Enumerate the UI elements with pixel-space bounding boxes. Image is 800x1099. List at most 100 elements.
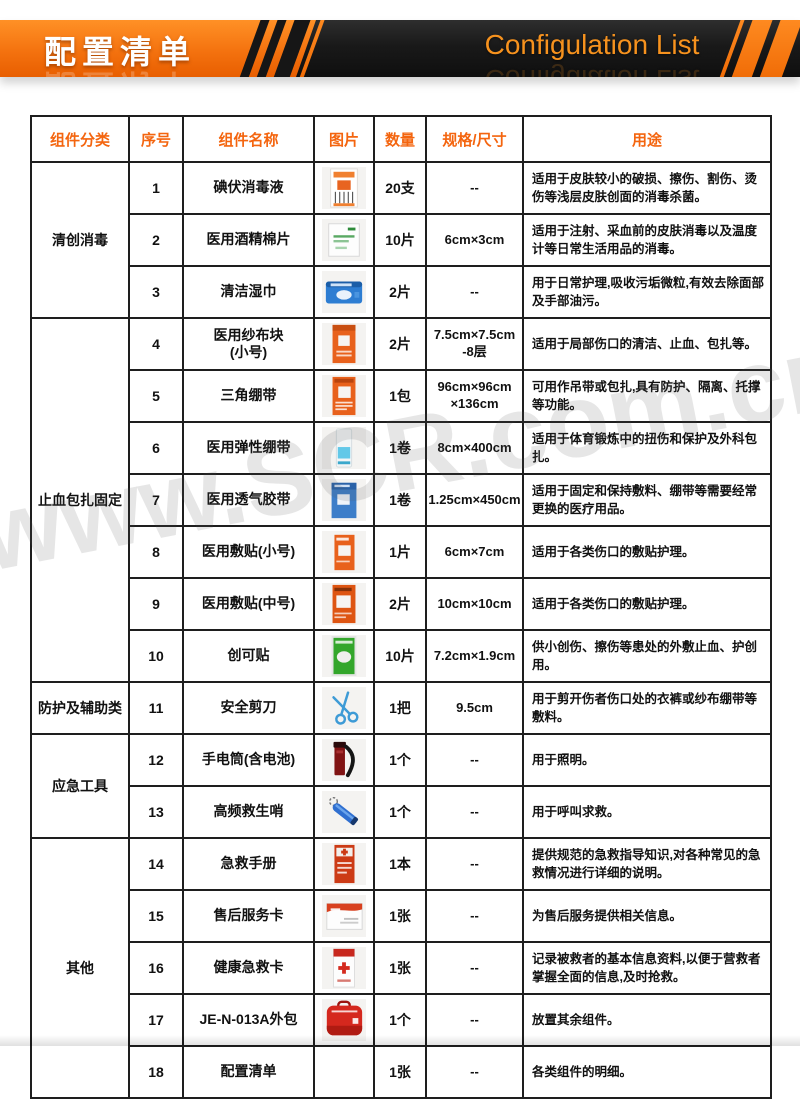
name-cell: 医用纱布块 (小号) xyxy=(182,317,315,371)
category-cell: 清创消毒 xyxy=(30,161,130,319)
purpose-cell: 适用于固定和保持敷料、绷带等需要经常更换的医疗用品。 xyxy=(522,473,772,527)
table-row: 13 高频救生哨 1个 -- 用于呼叫求救。 xyxy=(31,785,772,839)
table-row: 其他 14 急救手册 1本 -- 提供规范的急救指导知识,对各种常见的急救情况进行详细的说… xyxy=(30,837,772,1099)
spec-cell: 6cm×7cm xyxy=(425,525,524,579)
qty-cell: 1包 xyxy=(373,369,427,423)
image-cell xyxy=(313,525,375,579)
index-cell: 9 xyxy=(128,577,184,631)
name-cell: 售后服务卡 xyxy=(182,889,315,943)
image-cell xyxy=(313,473,375,527)
image-cell xyxy=(313,161,375,215)
image-cell xyxy=(313,1045,375,1099)
purpose-cell: 用于呼叫求救。 xyxy=(522,785,772,839)
purpose-cell: 用于剪开伤者伤口处的衣裤或纱布绷带等敷料。 xyxy=(522,681,772,735)
table-row: 3 清洁湿巾 2片 -- 用于日常护理,吸收污垢微粒,有效去除面部及手部油污。 xyxy=(31,265,772,319)
purpose-cell: 用于日常护理,吸收污垢微粒,有效去除面部及手部油污。 xyxy=(522,265,772,319)
page-title-en-reflection: Configulation List xyxy=(430,63,754,77)
qty-cell: 2片 xyxy=(373,317,427,371)
column-header-1: 序号 xyxy=(128,115,184,163)
index-cell: 1 xyxy=(128,161,184,215)
qty-cell: 10片 xyxy=(373,629,427,683)
spec-cell: -- xyxy=(425,265,524,319)
name-cell: 急救手册 xyxy=(182,837,315,891)
spec-cell: -- xyxy=(425,889,524,943)
purpose-cell: 可用作吊带或包扎,具有防护、隔离、托撑等功能。 xyxy=(522,369,772,423)
index-cell: 14 xyxy=(128,837,184,891)
table-row: 7 医用透气胶带 1卷 1.25cm×450cm 适用于固定和保持敷料、绷带等需要经常更… xyxy=(31,473,772,527)
column-header-6: 用途 xyxy=(522,115,772,163)
purpose-cell: 供小创伤、擦伤等患处的外敷止血、护创用。 xyxy=(522,629,772,683)
qty-cell: 1卷 xyxy=(373,473,427,527)
image-cell xyxy=(313,785,375,839)
qty-cell: 1卷 xyxy=(373,421,427,475)
spec-cell: 9.5cm xyxy=(425,681,524,735)
category-cell: 应急工具 xyxy=(30,733,130,839)
table-row: 应急工具 12 手电筒(含电池) 1个 -- 用于照明。 xyxy=(30,733,772,839)
category-cell: 其他 xyxy=(30,837,130,1099)
table-row: 5 三角绷带 1包 96cm×96cm ×136cm 可用作吊带或包扎,具有防护、隔离、… xyxy=(31,369,772,423)
purpose-cell: 适用于各类伤口的敷贴护理。 xyxy=(522,577,772,631)
category-cell: 防护及辅助类 xyxy=(30,681,130,735)
name-cell: JE-N-013A外包 xyxy=(182,993,315,1047)
purpose-cell: 为售后服务提供相关信息。 xyxy=(522,889,772,943)
table-row: 15 售后服务卡 1张 -- 为售后服务提供相关信息。 xyxy=(31,889,772,943)
flashlight-icon xyxy=(322,739,366,781)
name-cell: 医用透气胶带 xyxy=(182,473,315,527)
index-cell: 4 xyxy=(128,317,184,371)
table-row: 17 JE-N-013A外包 1个 -- 放置其余组件。 xyxy=(31,993,772,1047)
qty-cell: 1片 xyxy=(373,525,427,579)
index-cell: 6 xyxy=(128,421,184,475)
table-row: 8 医用敷贴(小号) 1片 6cm×7cm 适用于各类伤口的敷贴护理。 xyxy=(31,525,772,579)
purpose-cell: 适用于体育锻炼中的扭伤和保护及外科包扎。 xyxy=(522,421,772,475)
table-header: 组件分类 序号 组件名称 图片 数量 规格/尺寸 用途 xyxy=(30,115,772,163)
whistle-icon xyxy=(322,791,366,833)
purpose-cell: 适用于局部伤口的清洁、止血、包扎等。 xyxy=(522,317,772,371)
table-row: 18 配置清单 1张 -- 各类组件的明细。 xyxy=(31,1045,772,1099)
name-cell: 清洁湿巾 xyxy=(182,265,315,319)
name-cell: 医用敷贴(中号) xyxy=(182,577,315,631)
image-cell xyxy=(313,577,375,631)
purpose-cell: 提供规范的急救指导知识,对各种常见的急救情况进行详细的说明。 xyxy=(522,837,772,891)
image-cell xyxy=(313,733,375,787)
index-cell: 13 xyxy=(128,785,184,839)
image-cell xyxy=(313,837,375,891)
spec-cell: -- xyxy=(425,785,524,839)
qty-cell: 1张 xyxy=(373,941,427,995)
empty-image-cell xyxy=(322,1051,366,1093)
index-cell: 3 xyxy=(128,265,184,319)
spec-cell: -- xyxy=(425,733,524,787)
wet-wipes-icon xyxy=(322,271,366,313)
service-card-icon xyxy=(322,895,366,937)
qty-cell: 2片 xyxy=(373,265,427,319)
qty-cell: 1张 xyxy=(373,889,427,943)
purpose-cell: 用于照明。 xyxy=(522,733,772,787)
configuration-table-wrap: 组件分类 序号 组件名称 图片 数量 规格/尺寸 用途 清创消毒 1 碘伏消毒液 20支 -- 适用于… xyxy=(30,115,772,1099)
spec-cell: 1.25cm×450cm xyxy=(425,473,524,527)
page-title-en: Configulation List xyxy=(484,29,700,60)
first-aid-manual-icon xyxy=(322,843,366,885)
index-cell: 10 xyxy=(128,629,184,683)
spec-cell: 96cm×96cm ×136cm xyxy=(425,369,524,423)
purpose-cell: 适用于各类伤口的敷贴护理。 xyxy=(522,525,772,579)
qty-cell: 10片 xyxy=(373,213,427,267)
spec-cell: -- xyxy=(425,837,524,891)
spec-cell: 7.5cm×7.5cm -8层 xyxy=(425,317,524,371)
name-cell: 高频救生哨 xyxy=(182,785,315,839)
spec-cell: 7.2cm×1.9cm xyxy=(425,629,524,683)
image-cell xyxy=(313,213,375,267)
index-cell: 7 xyxy=(128,473,184,527)
image-cell xyxy=(313,681,375,735)
name-cell: 创可贴 xyxy=(182,629,315,683)
name-cell: 手电筒(含电池) xyxy=(182,733,315,787)
name-cell: 安全剪刀 xyxy=(182,681,315,735)
image-cell xyxy=(313,889,375,943)
elastic-bandage-icon xyxy=(322,427,366,469)
image-cell xyxy=(313,421,375,475)
purpose-cell: 适用于皮肤较小的破损、擦伤、割伤、烫伤等浅层皮肤创面的消毒杀菌。 xyxy=(522,161,772,215)
table-row: 10 创可贴 10片 7.2cm×1.9cm 供小创伤、擦伤等患处的外敷止血、护创用。 xyxy=(31,629,772,683)
image-cell xyxy=(313,317,375,371)
triangular-bandage-icon xyxy=(322,375,366,417)
name-cell: 医用酒精棉片 xyxy=(182,213,315,267)
qty-cell: 20支 xyxy=(373,161,427,215)
table-row: 2 医用酒精棉片 10片 6cm×3cm 适用于注射、采血前的皮肤消毒以及温度计等日常生… xyxy=(31,213,772,267)
